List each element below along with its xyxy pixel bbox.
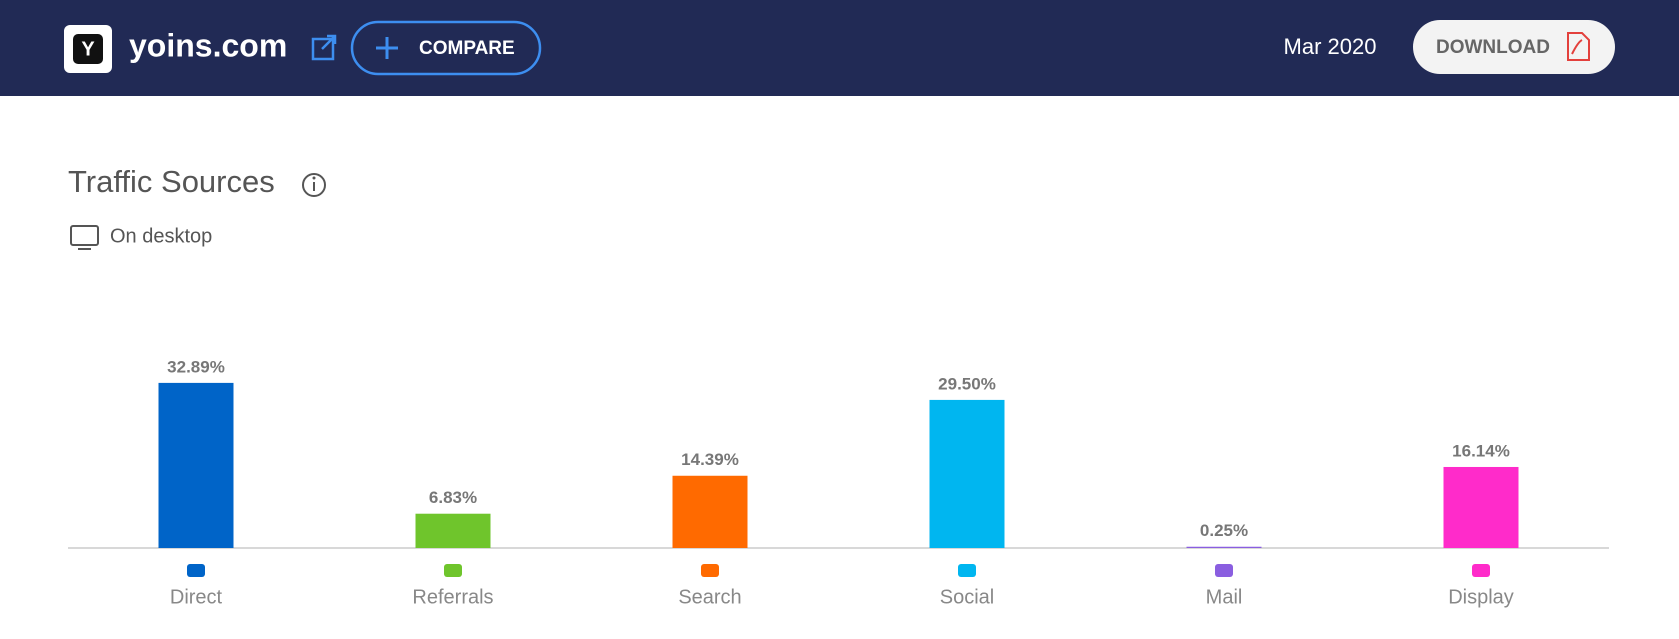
bar — [1443, 466, 1519, 548]
x-tick-label: Direct — [170, 586, 223, 608]
x-tick-label: Display — [1448, 586, 1514, 608]
bar — [415, 513, 491, 548]
logo-letter: Y — [81, 38, 95, 60]
category-icon — [701, 564, 719, 577]
value-label: 29.50% — [938, 374, 996, 393]
chart-subtitle: On desktop — [110, 225, 212, 247]
top-bar — [0, 0, 1679, 96]
bar — [672, 475, 748, 548]
download-button[interactable] — [1413, 20, 1615, 74]
pdf-icon — [1567, 32, 1590, 61]
value-label: 6.83% — [429, 488, 477, 507]
external-link-icon[interactable] — [311, 34, 337, 61]
compare-label[interactable]: COMPARE — [419, 38, 515, 59]
bar — [158, 382, 234, 548]
value-label: 14.39% — [681, 450, 739, 469]
value-label: 16.14% — [1452, 441, 1510, 460]
date: Mar 2020 — [1284, 34, 1377, 59]
x-tick-label: Social — [940, 586, 994, 608]
compare-button[interactable] — [350, 20, 542, 76]
x-tick-label: Referrals — [412, 586, 493, 608]
category-icon — [444, 564, 462, 577]
chart-title: Traffic Sources — [68, 164, 275, 199]
site-name[interactable]: yoins.com — [129, 27, 287, 63]
x-tick-label: Mail — [1206, 586, 1243, 608]
desktop-icon — [70, 225, 99, 250]
logo-inner — [73, 34, 103, 64]
bar — [929, 399, 1005, 548]
info-dot — [312, 176, 316, 180]
category-icon — [187, 564, 205, 577]
value-label: 32.89% — [167, 357, 225, 376]
x-tick-label: Search — [678, 586, 741, 608]
value-label: 0.25% — [1200, 521, 1248, 540]
info-icon[interactable] — [302, 173, 326, 197]
plus-icon — [376, 37, 398, 59]
download-label[interactable]: DOWNLOAD — [1436, 37, 1550, 58]
category-icon — [958, 564, 976, 577]
bar — [1186, 546, 1262, 548]
category-icon — [1472, 564, 1490, 577]
category-icon — [1215, 564, 1233, 577]
